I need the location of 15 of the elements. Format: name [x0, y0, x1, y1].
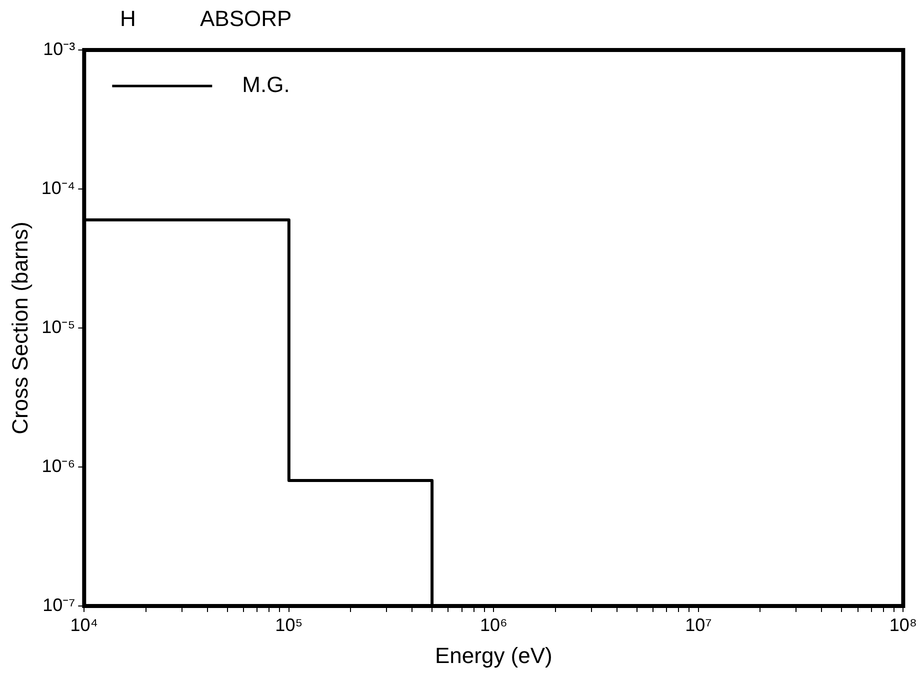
x-tick-label: 10⁷: [685, 614, 712, 635]
y-tick-label: 10⁻⁵: [42, 316, 76, 337]
y-tick-label: 10⁻⁴: [41, 178, 76, 198]
x-axis-title: Energy (eV): [434, 642, 552, 668]
chart-subtitle: ABSORP: [200, 6, 292, 32]
y-axis-title: Cross Section (barns): [7, 222, 32, 434]
x-tick-label: 10⁴: [70, 614, 98, 635]
x-tick-label: 10⁵: [275, 614, 303, 635]
chart-title: H: [120, 6, 136, 32]
y-tick-label: 10⁻³: [43, 38, 76, 59]
y-tick-label: 10⁻⁶: [42, 456, 76, 476]
legend-label: M.G.: [242, 72, 290, 98]
y-tick-label: 10⁻⁷: [42, 594, 76, 615]
x-tick-label: 10⁶: [480, 614, 508, 635]
x-tick-label: 10⁸: [889, 614, 918, 635]
